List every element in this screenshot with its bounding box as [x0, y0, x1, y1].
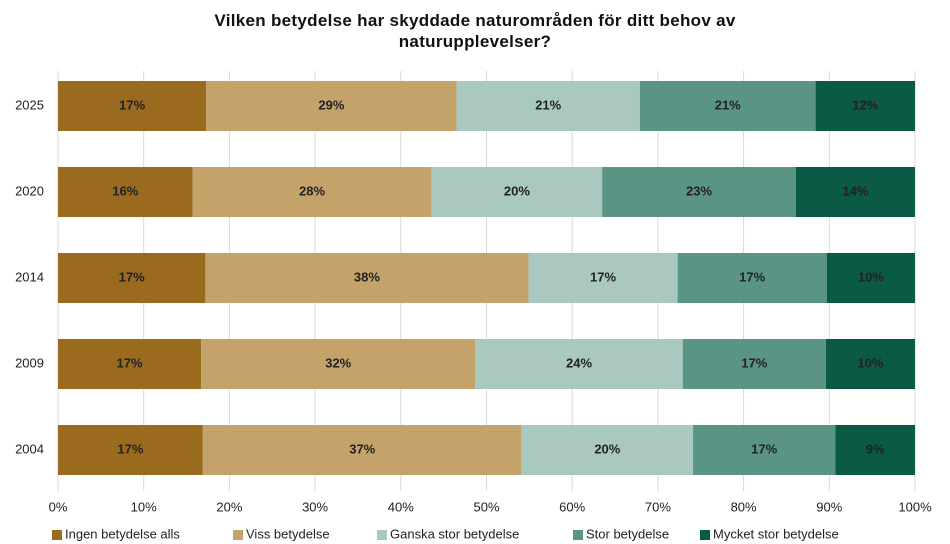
data-label: 17%	[119, 97, 145, 112]
bar-segment	[826, 253, 915, 303]
bar-segment	[475, 339, 683, 389]
bar-segment	[639, 81, 816, 131]
x-tick-label: 20%	[216, 499, 242, 514]
bar-segment	[58, 425, 203, 475]
bar-segment	[835, 425, 915, 475]
data-label: 17%	[751, 441, 777, 456]
x-tick-label: 100%	[898, 499, 932, 514]
data-label: 23%	[686, 183, 712, 198]
legend-swatch	[700, 530, 710, 540]
legend-swatch	[52, 530, 62, 540]
data-label: 17%	[741, 355, 767, 370]
bar-segment	[58, 253, 206, 303]
bar-segment	[201, 339, 476, 389]
data-label: 10%	[857, 355, 883, 370]
bar-segment	[795, 167, 915, 217]
bar-segment	[602, 167, 796, 217]
x-tick-label: 0%	[49, 499, 68, 514]
x-tick-label: 10%	[131, 499, 157, 514]
data-label: 20%	[504, 183, 530, 198]
bar-segment	[825, 339, 915, 389]
data-label: 20%	[594, 441, 620, 456]
bar-segment	[202, 425, 522, 475]
bar-segment	[58, 167, 193, 217]
x-tick-label: 90%	[816, 499, 842, 514]
bar-segment	[206, 81, 457, 131]
data-label: 17%	[739, 269, 765, 284]
legend-swatch	[377, 530, 387, 540]
legend-label: Ingen betydelse alls	[65, 526, 180, 541]
legend-label: Viss betydelse	[246, 526, 330, 541]
data-label: 21%	[715, 97, 741, 112]
bar-segment	[192, 167, 432, 217]
data-label: 32%	[325, 355, 351, 370]
data-label: 38%	[354, 269, 380, 284]
data-label: 16%	[112, 183, 138, 198]
bar-segment	[677, 253, 827, 303]
data-label: 17%	[590, 269, 616, 284]
data-label: 24%	[566, 355, 592, 370]
data-label: 17%	[117, 441, 143, 456]
y-tick-label: 2020	[15, 183, 44, 198]
bar-segment	[693, 425, 836, 475]
legend-label: Ganska stor betydelse	[390, 526, 519, 541]
x-tick-label: 40%	[388, 499, 414, 514]
bar-segment	[528, 253, 678, 303]
legend-swatch	[233, 530, 243, 540]
bar-segment	[682, 339, 826, 389]
data-label: 29%	[318, 97, 344, 112]
legend-label: Mycket stor betydelse	[713, 526, 839, 541]
chart-title: Vilken betydelse har skyddade naturområd…	[214, 11, 736, 51]
x-tick-label: 70%	[645, 499, 671, 514]
y-tick-label: 2025	[15, 97, 44, 112]
data-label: 10%	[858, 269, 884, 284]
bar-segment	[815, 81, 915, 131]
bar-segment	[456, 81, 640, 131]
bar-segment	[58, 339, 202, 389]
data-label: 9%	[866, 441, 885, 456]
x-tick-label: 50%	[473, 499, 499, 514]
data-label: 17%	[117, 355, 143, 370]
data-label: 21%	[535, 97, 561, 112]
data-label: 14%	[842, 183, 868, 198]
bar-segment	[521, 425, 694, 475]
data-label: 28%	[299, 183, 325, 198]
data-label: 17%	[119, 269, 145, 284]
x-tick-label: 80%	[731, 499, 757, 514]
data-label: 12%	[852, 97, 878, 112]
legend-label: Stor betydelse	[586, 526, 669, 541]
x-tick-label: 60%	[559, 499, 585, 514]
data-label: 37%	[349, 441, 375, 456]
y-tick-label: 2004	[15, 441, 44, 456]
x-tick-label: 30%	[302, 499, 328, 514]
bar-segment	[431, 167, 603, 217]
bar-segment	[205, 253, 529, 303]
bar-segment	[58, 81, 207, 131]
y-tick-label: 2014	[15, 269, 44, 284]
legend-swatch	[573, 530, 583, 540]
y-tick-label: 2009	[15, 355, 44, 370]
